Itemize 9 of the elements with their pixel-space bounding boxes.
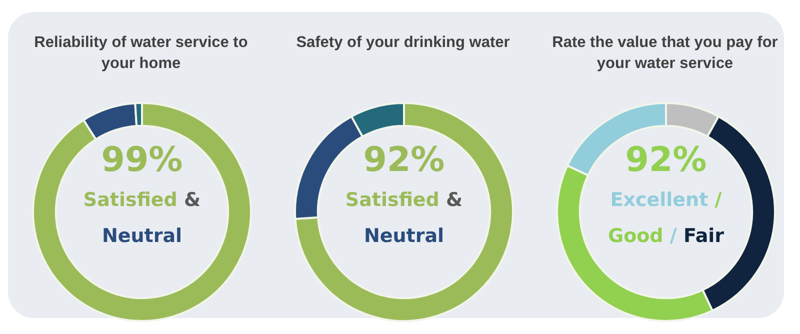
text: 92% (624, 140, 708, 180)
text: Satisfied & Neutral (83, 189, 201, 247)
text: Excellent / Good / Fair (608, 189, 724, 247)
text: 92% (362, 140, 446, 180)
chart-title: Rate the value that you pay for your water service (551, 33, 779, 74)
chart-title: Reliability of water service to your home (33, 33, 249, 74)
chart-title: Safety of your drinking water (295, 33, 511, 53)
text: Satisfied & Neutral (345, 189, 463, 247)
text: 99% (100, 140, 184, 180)
